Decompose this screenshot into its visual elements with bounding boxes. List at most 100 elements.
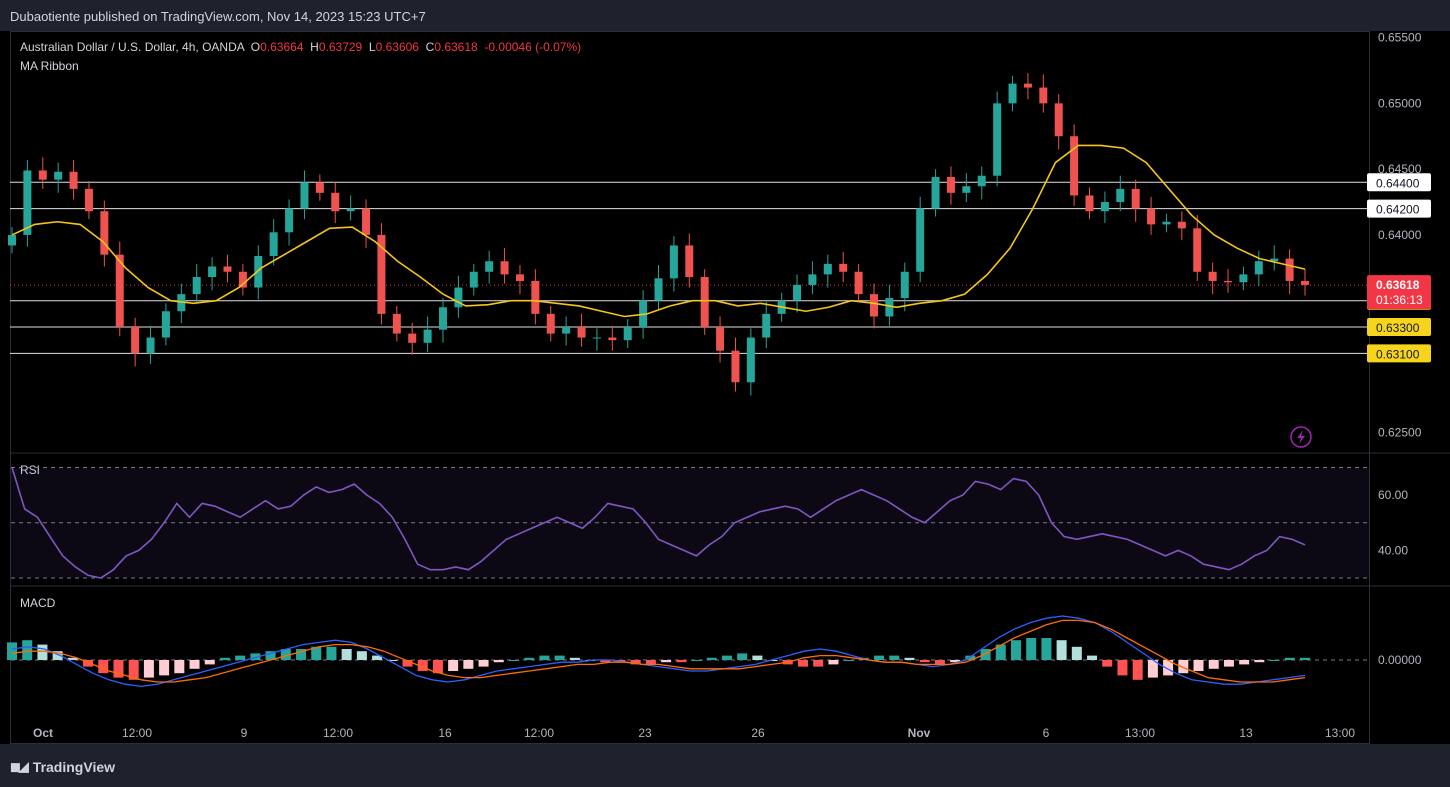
brand-label: TradingView xyxy=(32,759,116,775)
macd-histogram-bar xyxy=(1117,660,1128,676)
macd-histogram-bar xyxy=(250,653,261,660)
macd-histogram-bar xyxy=(919,660,930,663)
macd-histogram-bar xyxy=(539,655,550,660)
candle-body xyxy=(8,234,16,246)
candle-body xyxy=(84,188,93,212)
macd-histogram-bar xyxy=(402,660,413,667)
candle-body xyxy=(315,182,324,193)
macd-histogram-bar xyxy=(600,660,611,663)
macd-histogram-bar xyxy=(843,660,854,661)
candle-body xyxy=(685,245,694,278)
candle-body xyxy=(546,313,555,334)
candle-body xyxy=(515,274,524,281)
change-value: -0.00046 (-0.07%) xyxy=(484,40,582,54)
candle-body xyxy=(408,333,417,343)
candle-body xyxy=(161,311,170,338)
macd-histogram-bar xyxy=(1300,657,1310,660)
open-label: O xyxy=(250,40,261,54)
macd-histogram-bar xyxy=(189,660,200,669)
candle-body xyxy=(793,284,802,301)
macd-histogram-bar xyxy=(721,655,732,660)
macd-histogram-bar xyxy=(524,657,535,660)
time-tick-label: Oct xyxy=(33,726,53,740)
low-label: L xyxy=(368,40,376,54)
candle-body xyxy=(1224,280,1233,283)
macd-histogram-bar xyxy=(417,660,428,671)
macd-histogram-bar xyxy=(980,649,991,660)
candle-body xyxy=(870,294,878,317)
footer-bar xyxy=(0,744,1450,787)
candle-body xyxy=(254,255,263,288)
macd-histogram-bar xyxy=(67,657,78,660)
high-value: 0.63729 xyxy=(318,40,363,54)
candle-body xyxy=(1023,83,1032,88)
macd-histogram-bar xyxy=(904,657,915,660)
candle-body xyxy=(731,350,740,383)
candle-body xyxy=(746,337,755,383)
candle-body xyxy=(1100,202,1109,212)
candle-body xyxy=(1193,228,1202,272)
macd-histogram-bar xyxy=(1026,638,1037,660)
publisher-line: Dubaotiente published on TradingView.com… xyxy=(10,9,426,24)
candle-body xyxy=(946,177,955,193)
level-tag xyxy=(1367,199,1431,218)
time-tick-label: 13:00 xyxy=(1125,726,1155,740)
time-tick-label: 23 xyxy=(638,726,652,740)
candle-body xyxy=(362,208,371,235)
candle-body xyxy=(608,337,617,341)
candle-body xyxy=(23,170,32,235)
candle-body xyxy=(839,263,848,272)
rsi-pane xyxy=(11,467,1369,579)
candle-body xyxy=(423,329,432,343)
time-tick-label: 12:00 xyxy=(323,726,353,740)
macd-histogram-bar xyxy=(1284,657,1295,660)
macd-histogram-bar xyxy=(174,660,185,674)
macd-histogram-bar xyxy=(554,655,565,660)
macd-pane-label[interactable]: MACD xyxy=(20,596,56,610)
candle-body xyxy=(1285,258,1294,281)
macd-histogram-bar xyxy=(1208,660,1219,669)
level-tag xyxy=(1367,344,1431,363)
macd-histogram-bar xyxy=(463,660,474,669)
candle-body xyxy=(1301,280,1309,285)
macd-histogram-bar xyxy=(432,660,443,674)
macd-histogram-bar xyxy=(813,660,824,667)
rsi-pane-label[interactable]: RSI xyxy=(20,463,41,477)
candle-body xyxy=(208,266,217,278)
macd-histogram-bar xyxy=(767,660,778,661)
candle-body xyxy=(654,278,663,301)
macd-histogram-bar xyxy=(1102,660,1113,667)
level-tag xyxy=(1367,318,1431,337)
publisher-bar: Dubaotiente published on TradingView.com… xyxy=(0,0,1450,31)
macd-histogram-bar xyxy=(280,649,291,660)
indicator-label[interactable]: MA Ribbon xyxy=(20,59,79,73)
macd-histogram-bar xyxy=(1132,660,1143,680)
candle-body xyxy=(669,245,678,279)
macd-histogram-bar xyxy=(128,660,139,680)
candle-body xyxy=(100,211,109,255)
macd-histogram-bar xyxy=(569,657,580,660)
macd-histogram-bar xyxy=(1269,660,1280,661)
macd-histogram-bar xyxy=(52,651,63,660)
candle-body xyxy=(485,261,494,272)
level-tag-label: 0.64400 xyxy=(1376,176,1420,190)
candle-body xyxy=(54,171,63,180)
candle-body xyxy=(531,280,540,314)
candle-body xyxy=(1254,261,1263,275)
macd-histogram-bar xyxy=(326,646,337,660)
macd-tick-label: 0.00000 xyxy=(1378,653,1422,667)
candle-body xyxy=(1177,221,1186,229)
macd-histogram-bar xyxy=(143,660,154,678)
time-tick-label: 12:00 xyxy=(122,726,152,740)
macd-histogram-bar xyxy=(1147,660,1158,678)
level-tag-label: 0.64200 xyxy=(1376,203,1420,217)
time-tick-label: Nov xyxy=(908,726,931,740)
macd-pane xyxy=(7,615,1369,688)
symbol-label[interactable]: Australian Dollar / U.S. Dollar, 4h, OAN… xyxy=(20,40,245,54)
price-tick-label: 0.62500 xyxy=(1378,425,1422,439)
tradingview-brand[interactable]: ◼◢ TradingView xyxy=(10,759,115,775)
macd-histogram-bar xyxy=(204,660,215,665)
macd-histogram-bar xyxy=(98,660,109,674)
close-label: C xyxy=(425,40,435,54)
